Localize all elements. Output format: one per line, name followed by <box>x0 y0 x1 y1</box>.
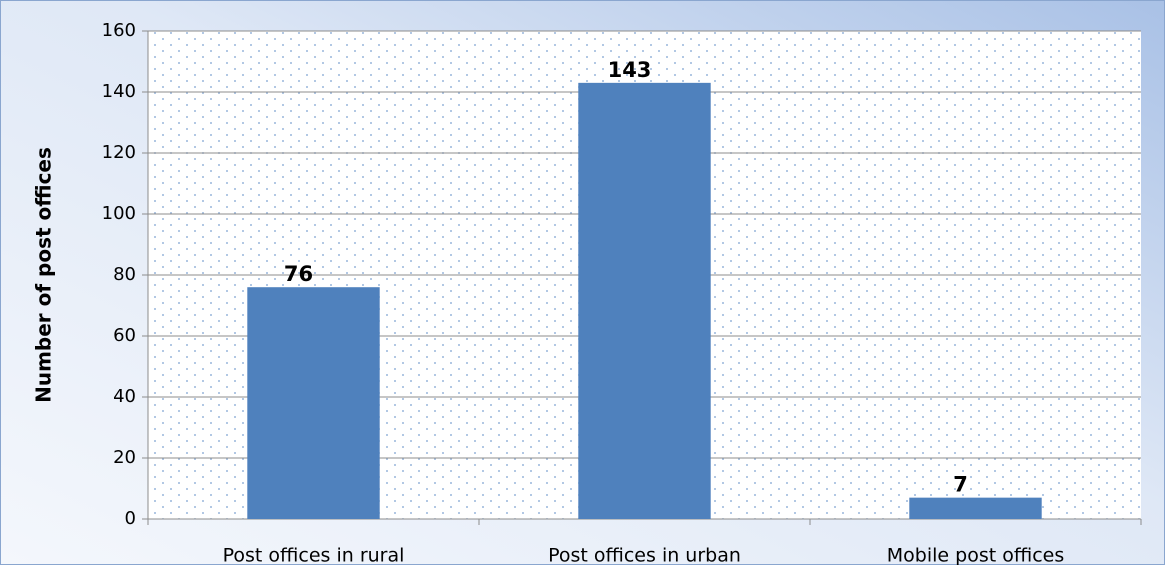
y-tick-label: 40 <box>113 386 136 407</box>
value-label: 76 <box>284 262 313 286</box>
y-tick-label: 60 <box>113 325 136 346</box>
value-label: 143 <box>608 58 652 82</box>
bar <box>247 287 380 519</box>
y-tick-label: 100 <box>102 203 136 224</box>
y-tick-label: 80 <box>113 264 136 285</box>
x-tick-label: Mobile post offices <box>887 545 1064 565</box>
bar <box>578 82 711 519</box>
y-tick-label: 20 <box>113 447 136 468</box>
value-label: 7 <box>953 473 968 497</box>
y-tick-label: 120 <box>102 142 136 163</box>
y-tick-label: 160 <box>102 20 136 41</box>
x-tick-label: Post offices in urban <box>548 545 741 565</box>
bar <box>909 497 1042 519</box>
y-tick-label: 0 <box>125 508 136 529</box>
y-tick-label: 140 <box>102 81 136 102</box>
y-axis-label: Number of post offices <box>32 147 56 403</box>
x-tick-label: Post offices in rural <box>223 545 405 565</box>
